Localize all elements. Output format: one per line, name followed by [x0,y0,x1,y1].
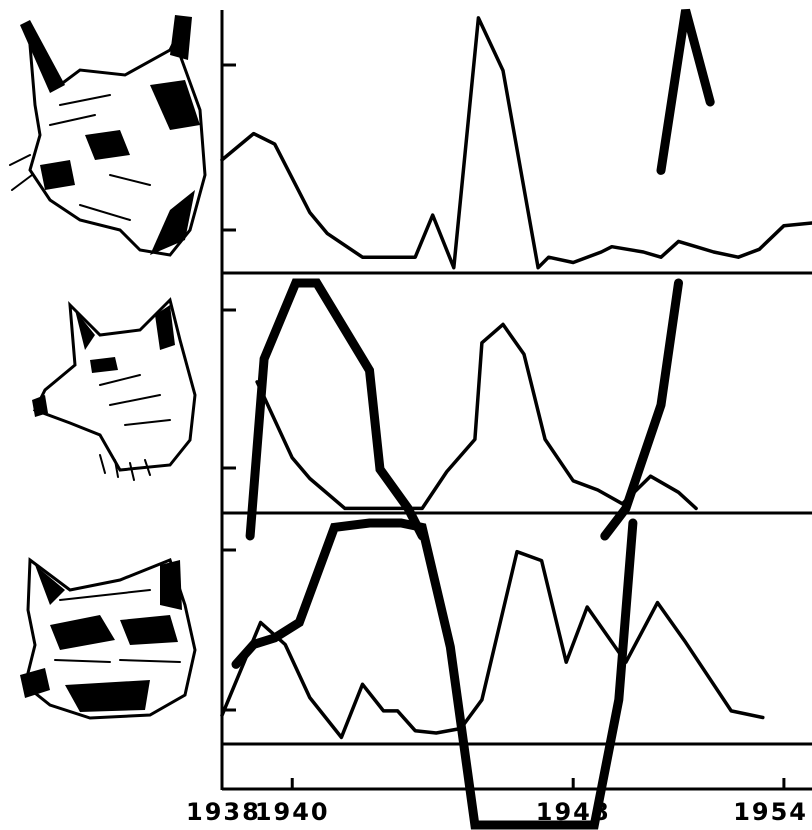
panel-2-thin-series-line-1 [255,322,698,511]
panel-3-thin-series-line-1 [220,549,765,740]
lynx-head-icon [9,15,207,257]
x-tick-label: 1938 [186,798,261,826]
panel-1-bold-series-line-2 [656,8,715,175]
x-tick-label: 1948 [536,798,611,826]
raccoon-dog-head-icon [20,557,197,720]
panel-1-thin-series-line-1 [220,16,812,270]
panel-2-bold-series-line-3 [600,278,683,541]
x-tick-label: 1954 [733,798,808,826]
fox-head-icon [32,297,197,481]
series-layer [220,8,812,830]
panel-3-bold-series-line-2 [231,518,638,830]
panel-2-bold-series-line-2 [245,278,427,541]
x-tick-label: 1940 [255,798,330,826]
